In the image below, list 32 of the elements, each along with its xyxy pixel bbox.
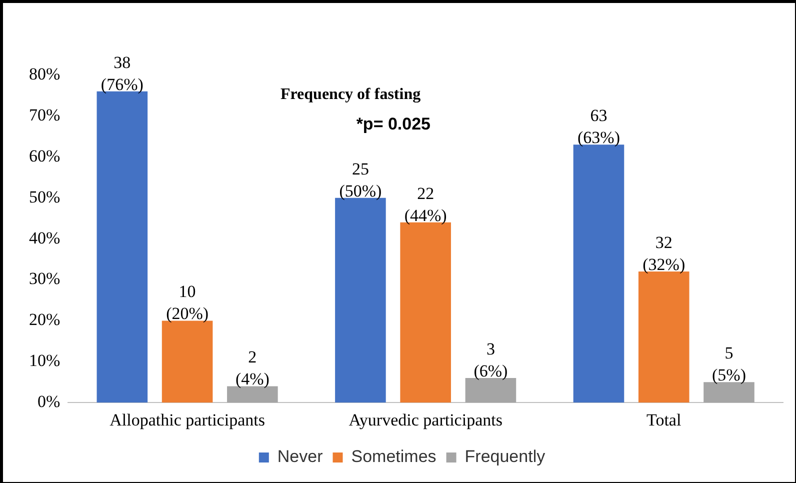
x-tick-label: Allopathic participants — [110, 410, 265, 430]
annotation: *p= 0.025 — [356, 114, 431, 134]
data-label: 2 (4%) — [235, 348, 270, 389]
y-tick-label: 10% — [28, 351, 60, 370]
y-tick-label: 70% — [28, 105, 60, 124]
data-label: 5 (5%) — [712, 344, 746, 385]
data-label: 63 (63%) — [577, 106, 620, 148]
y-tick-label: 30% — [28, 269, 60, 288]
y-tick-label: 80% — [28, 64, 60, 84]
data-label: 10 (20%) — [166, 282, 209, 324]
data-label: 32 (32%) — [642, 233, 686, 274]
legend-label: Sometimes — [351, 447, 436, 466]
bar — [465, 378, 516, 403]
bar — [704, 382, 754, 403]
bar — [162, 320, 213, 403]
x-tick-label: Total — [646, 410, 682, 430]
legend-label: Frequently — [464, 447, 546, 466]
data-label: 3 (6%) — [474, 340, 508, 380]
data-label: 22 (44%) — [404, 184, 447, 225]
y-tick-label: 20% — [28, 310, 60, 330]
data-label: 25 (50%) — [339, 159, 382, 200]
bar — [573, 144, 624, 403]
text: Frequency of fasting — [280, 86, 421, 104]
y-tick-label: 0% — [37, 392, 60, 412]
data-label: 38 (76%) — [100, 52, 144, 94]
y-tick-label: 50% — [28, 187, 60, 206]
y-tick-label: 60% — [28, 146, 60, 166]
x-tick-label: Ayurvedic participants — [348, 410, 502, 430]
bar — [227, 386, 278, 403]
y-tick-label: 40% — [28, 228, 60, 248]
legend-label: Never — [277, 447, 324, 466]
bar — [638, 272, 690, 403]
